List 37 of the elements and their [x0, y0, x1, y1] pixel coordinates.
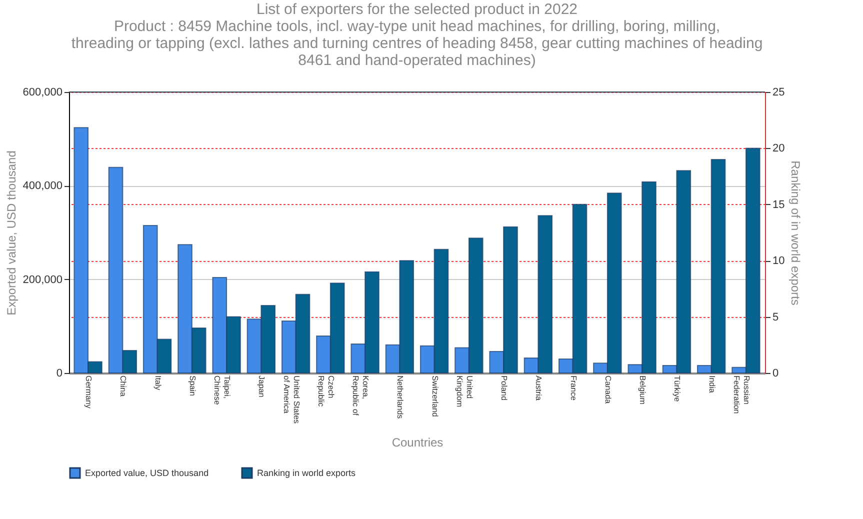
legend-label: Ranking in world exports [257, 468, 356, 478]
y2-tick-label: 5 [772, 311, 779, 324]
y-tick-label: 0 [56, 368, 62, 380]
x-tick-label: Canada [603, 376, 612, 404]
x-tick-label: Türkiye [672, 376, 682, 402]
x-tick-label: Germany [84, 376, 94, 408]
y2-tick-label: 25 [772, 86, 785, 98]
y-tick-label: 200,000 [22, 274, 62, 286]
chart-title: List of exporters for the selected product in 2022 [256, 1, 578, 18]
x-tick-label: Netherlands [396, 376, 405, 419]
x-tick-label: Russian Federation [732, 376, 751, 414]
x-tick-label: Poland [500, 376, 509, 400]
x-tick-label: Taipei, Chinese [212, 376, 232, 406]
chart-subtitle: Product : 8459 Machine tools, incl. way-type unit head machines, for drilling, boring, milling, threading or tapping (excl. lathes and turning centres of heading 8458, gear cutting machines of heading 8461 and hand-operated machines) [71, 18, 763, 69]
y2-tick-label: 20 [772, 142, 785, 155]
y-tick-label: 600,000 [22, 86, 62, 98]
x-tick-label: United States of America [282, 376, 301, 424]
y-tick-label: 400,000 [22, 180, 62, 192]
y2-tick-label: 10 [772, 255, 785, 268]
y2-axis-title: Ranking of in world exports [788, 160, 803, 306]
y2-tick-label: 0 [772, 368, 779, 380]
x-tick-label: United Kingdom [454, 376, 474, 408]
legend-label: Exported value, USD thousand [85, 468, 209, 478]
y2-tick-label: 15 [772, 198, 785, 211]
x-tick-label: Belgium [638, 376, 648, 405]
x-axis-title: Countries [392, 436, 444, 450]
x-tick-label: Switzerland [430, 376, 440, 417]
y-axis-title: Exported value, USD thousand [4, 150, 19, 316]
x-tick-label: Japan [257, 376, 266, 398]
x-tick-label: Italy [153, 376, 162, 390]
x-tick-label: France [568, 376, 578, 401]
x-tick-label: Spain [188, 376, 197, 396]
x-tick-label: Austria [534, 376, 544, 401]
x-tick-label: Korea, Republic of [351, 376, 370, 416]
x-tick-label: India [707, 376, 716, 394]
x-tick-label: Czech Republic [316, 376, 336, 407]
x-tick-label: China [118, 376, 128, 397]
